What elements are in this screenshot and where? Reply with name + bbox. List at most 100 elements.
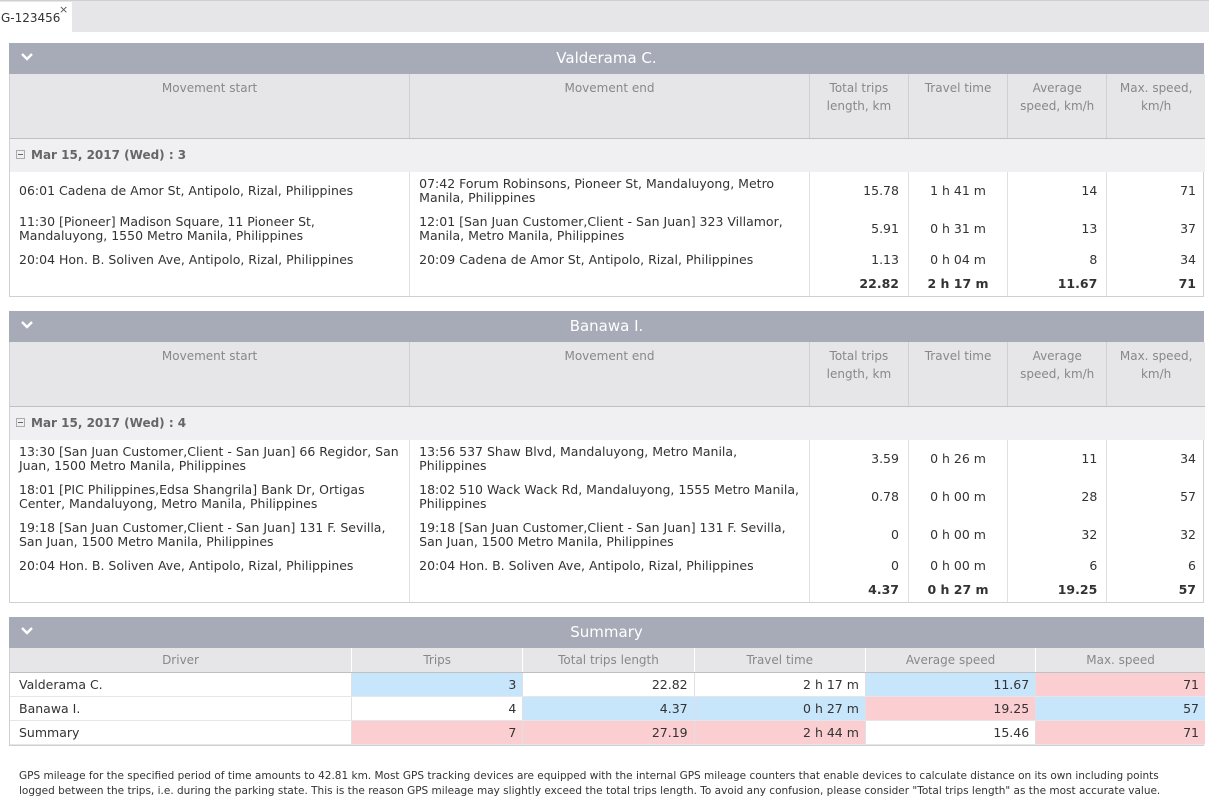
column-header-movement-start[interactable]: Movement start [10, 74, 411, 139]
column-header-travel-time[interactable]: Travel time [908, 74, 1009, 139]
summary-average-speed: 19.25 [865, 696, 1037, 721]
group-row[interactable]: Mar 15, 2017 (Wed) : 3 [10, 138, 1205, 172]
column-header-movement-end[interactable]: Movement end [409, 342, 810, 407]
travel-time: 1 h 41 m [908, 172, 1009, 210]
summary-max-speed: 57 [1035, 696, 1205, 721]
summary-row[interactable]: Banawa I. 4 4.37 0 h 27 m 19.25 57 [10, 696, 1205, 721]
movement-end: 20:04 Hon. B. Soliven Ave, Antipolo, Riz… [409, 554, 810, 578]
max-speed: 71 [1180, 183, 1196, 198]
column-header-average-speed[interactable]: Average speed, km/h [1007, 342, 1108, 407]
table-row[interactable]: 06:01 Cadena de Amor St, Antipolo, Rizal… [10, 172, 1205, 210]
summary-row[interactable]: Summary 7 27.19 2 h 44 m 15.46 71 [10, 720, 1205, 745]
summary-length: 22.82 [522, 672, 695, 697]
summary-header-max-speed[interactable]: Max. speed [1035, 648, 1205, 673]
average-speed: 28 [1007, 478, 1108, 516]
group-label: Mar 15, 2017 (Wed) : 3 [31, 148, 187, 163]
travel-time: 0 h 04 m [908, 248, 1009, 272]
max-speed: 32 [1180, 527, 1196, 542]
summary-time: 2 h 17 m [694, 672, 866, 697]
total-time: 2 h 17 m [908, 272, 1009, 296]
column-header-max-speed[interactable]: Max. speed, km/h [1106, 342, 1205, 407]
trip-length: 5.91 [809, 210, 909, 248]
trip-length: 15.78 [809, 172, 909, 210]
total-row: 4.37 0 h 27 m 19.25 57 [10, 578, 1205, 602]
column-header-total-trips-length[interactable]: Total trips length, km [809, 342, 909, 407]
group-label: Mar 15, 2017 (Wed) : 4 [31, 416, 187, 431]
table-row[interactable]: 13:30 [San Juan Customer,Client - San Ju… [10, 440, 1205, 478]
collapse-group-icon[interactable] [16, 150, 25, 160]
table-row[interactable]: 18:01 [PIC Philippines,Edsa Shangrila] B… [10, 478, 1205, 516]
max-speed: 34 [1180, 451, 1196, 466]
travel-time: 0 h 26 m [908, 440, 1009, 478]
max-speed: 57 [1180, 489, 1196, 504]
table-row[interactable]: 20:04 Hon. B. Soliven Ave, Antipolo, Riz… [10, 248, 1205, 272]
table-row[interactable]: 20:04 Hon. B. Soliven Ave, Antipolo, Riz… [10, 554, 1205, 578]
summary-header-total-trips-length[interactable]: Total trips length [522, 648, 695, 673]
movement-start: 18:01 [PIC Philippines,Edsa Shangrila] B… [10, 478, 411, 516]
gps-mileage-note: GPS mileage for the specified period of … [19, 770, 1161, 797]
summary-max-speed: 71 [1035, 720, 1205, 745]
summary-header-average-speed[interactable]: Average speed [865, 648, 1037, 673]
chevron-down-icon[interactable] [20, 626, 34, 636]
max-speed: 37 [1180, 221, 1196, 236]
total-length: 22.82 [809, 272, 909, 296]
panel-header[interactable]: Valderama C. [9, 43, 1204, 74]
column-header-max-speed[interactable]: Max. speed, km/h [1106, 74, 1205, 139]
summary-header-driver[interactable]: Driver [10, 648, 353, 673]
summary-row[interactable]: Valderama C. 3 22.82 2 h 17 m 11.67 71 [10, 672, 1205, 697]
total-average-speed: 11.67 [1007, 272, 1108, 296]
trip-length: 3.59 [809, 440, 909, 478]
collapse-group-icon[interactable] [16, 418, 25, 428]
trip-length: 0.78 [809, 478, 909, 516]
summary-panel: Summary Driver Trips Total trips length … [9, 617, 1205, 746]
total-max-speed: 57 [1178, 582, 1196, 597]
movement-start: 06:01 Cadena de Amor St, Antipolo, Rizal… [10, 172, 411, 210]
summary-length: 4.37 [522, 696, 695, 721]
summary-average-speed: 15.46 [865, 720, 1037, 745]
table-row[interactable]: 11:30 [Pioneer] Madison Square, 11 Pione… [10, 210, 1205, 248]
movement-start: 19:18 [San Juan Customer,Client - San Ju… [10, 516, 411, 554]
total-length: 4.37 [809, 578, 909, 602]
trip-length: 0 [809, 554, 909, 578]
summary-max-speed: 71 [1035, 672, 1205, 697]
column-header-movement-end[interactable]: Movement end [409, 74, 810, 139]
movement-start: 11:30 [Pioneer] Madison Square, 11 Pione… [10, 210, 411, 248]
summary-trips: 4 [351, 696, 524, 721]
total-average-speed: 19.25 [1007, 578, 1108, 602]
chevron-down-icon[interactable] [20, 52, 34, 62]
close-icon[interactable]: × [59, 3, 69, 16]
table-row[interactable]: 19:18 [San Juan Customer,Client - San Ju… [10, 516, 1205, 554]
summary-trips: 3 [351, 672, 524, 697]
group-row[interactable]: Mar 15, 2017 (Wed) : 4 [10, 406, 1205, 440]
chevron-down-icon[interactable] [20, 320, 34, 330]
movement-end: 07:42 Forum Robinsons, Pioneer St, Manda… [409, 172, 810, 210]
summary-time: 0 h 27 m [694, 696, 866, 721]
total-time: 0 h 27 m [908, 578, 1009, 602]
average-speed: 32 [1007, 516, 1108, 554]
column-header-travel-time[interactable]: Travel time [908, 342, 1009, 407]
summary-header-trips[interactable]: Trips [351, 648, 524, 673]
summary-driver: Valderama C. [10, 672, 353, 697]
panel-header[interactable]: Summary [9, 617, 1204, 648]
summary-time: 2 h 44 m [694, 720, 866, 745]
trips-table: Movement start Movement end Total trips … [10, 74, 1205, 296]
panel-header[interactable]: Banawa I. [9, 311, 1204, 342]
movement-start: 13:30 [San Juan Customer,Client - San Ju… [10, 440, 411, 478]
tab-label: G-123456 [1, 11, 61, 25]
tab-report[interactable]: G-123456 × [0, 2, 72, 33]
movement-end: 19:18 [San Juan Customer,Client - San Ju… [409, 516, 810, 554]
travel-time: 0 h 00 m [908, 478, 1009, 516]
max-speed: 34 [1180, 252, 1196, 267]
movement-end: 20:09 Cadena de Amor St, Antipolo, Rizal… [409, 248, 810, 272]
summary-header-travel-time[interactable]: Travel time [694, 648, 866, 673]
summary-driver: Banawa I. [10, 696, 353, 721]
column-header-total-trips-length[interactable]: Total trips length, km [809, 74, 909, 139]
total-row: 22.82 2 h 17 m 11.67 71 [10, 272, 1205, 296]
column-header-average-speed[interactable]: Average speed, km/h [1007, 74, 1108, 139]
travel-time: 0 h 00 m [908, 516, 1009, 554]
travel-time: 0 h 00 m [908, 554, 1009, 578]
column-header-movement-start[interactable]: Movement start [10, 342, 411, 407]
trip-length: 1.13 [809, 248, 909, 272]
average-speed: 6 [1007, 554, 1108, 578]
total-max-speed: 71 [1178, 276, 1196, 291]
